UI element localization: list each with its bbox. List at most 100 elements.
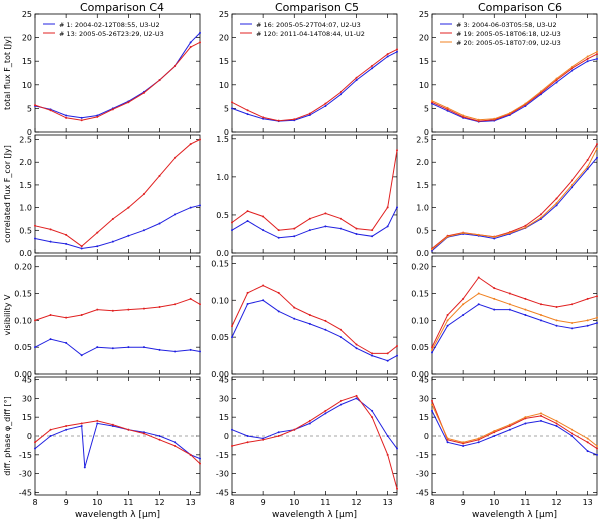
x-tick-label: 12 [551, 498, 561, 507]
data-point [262, 229, 265, 232]
data-point [96, 346, 99, 349]
data-point [355, 343, 358, 346]
data-point [386, 359, 389, 362]
data-point [158, 305, 161, 308]
y-tick-label: 0.20 [411, 263, 429, 272]
data-point [586, 319, 589, 322]
data-point [386, 206, 389, 209]
data-point [555, 422, 558, 425]
data-point [34, 319, 36, 322]
series-line-2 [34, 41, 201, 121]
data-point [596, 156, 598, 159]
data-point [355, 347, 358, 350]
data-point [96, 115, 99, 118]
series-line-1 [431, 58, 598, 123]
y-tick-label: 5 [224, 104, 229, 113]
data-point [231, 101, 233, 104]
series-line-1 [231, 397, 398, 449]
y-axis-label: correlated flux F_cor [Jy] [3, 145, 12, 243]
y-tick-label: 20 [419, 34, 429, 43]
data-point [246, 435, 249, 437]
data-point [49, 314, 52, 316]
y-tick-label: -30 [216, 470, 229, 479]
series-line-2 [431, 53, 598, 122]
data-point [386, 55, 389, 58]
data-point [324, 328, 327, 331]
data-point [199, 350, 201, 353]
data-point [355, 79, 358, 82]
data-point [462, 115, 465, 118]
data-point [555, 419, 558, 422]
data-point [127, 346, 130, 349]
column-titles: Comparison C4 Comparison C5 Comparison C… [80, 1, 562, 14]
data-point [493, 236, 496, 239]
series-line-2 [231, 395, 398, 489]
data-point [477, 303, 480, 306]
data-point [49, 435, 52, 437]
data-point [174, 303, 177, 306]
y-tick-label: 2.0 [19, 158, 32, 167]
data-point [355, 394, 358, 397]
data-point [596, 447, 598, 450]
data-point [524, 226, 527, 229]
data-point [396, 487, 398, 490]
data-point [524, 297, 527, 300]
data-point [446, 109, 449, 112]
data-point [571, 432, 574, 435]
y-tick-label: 0 [224, 128, 229, 137]
data-point [231, 107, 233, 110]
panel-frame [431, 255, 598, 375]
data-point [34, 224, 36, 227]
panel-2: 0 5 10 15 20 25 # 16: 2005-05-27T04:07, U2-U3#… [219, 10, 398, 137]
data-point [571, 428, 574, 431]
x-tick-label: 8 [229, 498, 234, 507]
data-point [231, 445, 233, 448]
data-point [324, 102, 327, 105]
data-point [571, 183, 574, 186]
y-tick-label: -15 [19, 451, 32, 460]
data-point [189, 348, 192, 351]
data-point [493, 287, 496, 290]
data-point [339, 217, 342, 220]
data-point [174, 441, 177, 444]
y-tick-label: 15 [22, 57, 32, 66]
data-point [324, 412, 327, 415]
data-point [446, 235, 449, 238]
data-point [293, 317, 296, 320]
data-point [65, 233, 68, 236]
data-point [371, 416, 374, 419]
data-point [596, 147, 598, 150]
data-point [246, 113, 249, 116]
series-line-2 [431, 276, 598, 348]
y-tick-label: 15 [219, 57, 229, 66]
data-point [174, 156, 177, 159]
data-point [571, 186, 574, 189]
data-point [277, 119, 280, 122]
x-tick-label: 10 [289, 498, 299, 507]
data-point [386, 352, 389, 355]
y-tick-label: 0 [27, 128, 32, 137]
legend-entry: # 13: 2005-05-26T23:29, U2-U3 [59, 30, 164, 38]
data-point [246, 220, 249, 223]
data-point [324, 319, 327, 322]
data-point [462, 441, 465, 444]
y-tick-label: 0.00 [14, 370, 32, 379]
data-point [539, 303, 542, 306]
data-point [555, 305, 558, 308]
data-point [96, 422, 99, 425]
y-tick-label: 0.15 [411, 290, 429, 299]
y-tick-label: -15 [416, 451, 429, 460]
data-point [555, 324, 558, 327]
data-point [508, 308, 511, 311]
series-line-2 [231, 150, 398, 231]
data-point [524, 224, 527, 227]
data-point [539, 90, 542, 93]
y-tick-label: 2.5 [416, 136, 429, 145]
data-point [324, 212, 327, 215]
data-point [586, 168, 589, 171]
legend-entry: # 3: 2004-06-03T05:58, U3-U2 [456, 21, 557, 29]
data-point [596, 453, 598, 456]
y-tick-label: 20 [22, 34, 32, 43]
panel-frame [231, 13, 398, 133]
x-tick-label: 9 [461, 498, 466, 507]
